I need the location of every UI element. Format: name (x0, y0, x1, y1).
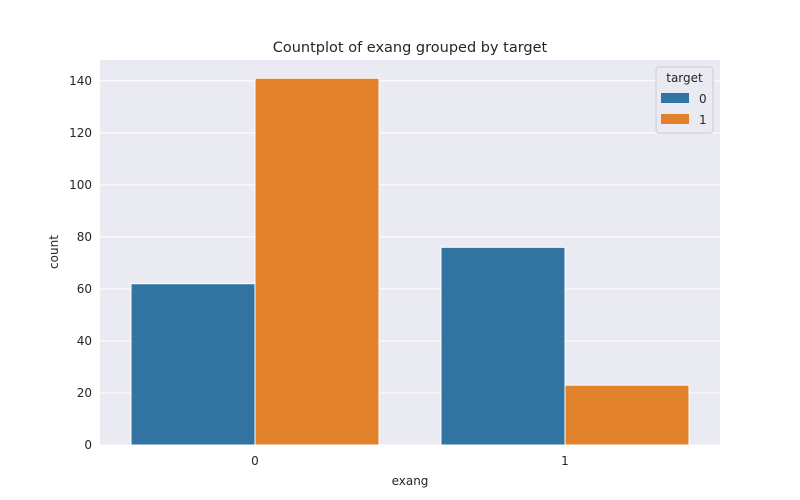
legend-swatch-1 (661, 114, 689, 124)
y-tick-label: 20 (77, 386, 92, 400)
bar-0-target-1 (254, 77, 380, 446)
legend-swatch-0 (661, 93, 689, 103)
bar-0-target-0 (130, 283, 256, 446)
legend-title: target (666, 71, 703, 85)
bar-1-target-0 (440, 246, 566, 446)
legend: target 01 (655, 66, 714, 134)
y-tick-label: 0 (84, 438, 92, 452)
y-axis-label: count (47, 235, 61, 269)
legend-label-0: 0 (699, 92, 707, 106)
y-tick-label: 120 (69, 126, 92, 140)
bar-1-target-1 (564, 384, 690, 446)
chart-title: Countplot of exang grouped by target (273, 40, 548, 56)
y-tick-label: 100 (69, 178, 92, 192)
bars (130, 77, 690, 446)
x-axis-label: exang (392, 474, 429, 488)
y-tick-label: 40 (77, 334, 92, 348)
y-tick-label: 60 (77, 282, 92, 296)
x-tick-label: 0 (251, 454, 259, 468)
legend-items: 01 (661, 92, 707, 127)
y-tick-labels: 0 20 40 60 80 100 120 140 (69, 74, 92, 452)
legend-label-1: 1 (699, 113, 707, 127)
x-tick-label: 1 (561, 454, 569, 468)
y-tick-label: 80 (77, 230, 92, 244)
y-tick-label: 140 (69, 74, 92, 88)
